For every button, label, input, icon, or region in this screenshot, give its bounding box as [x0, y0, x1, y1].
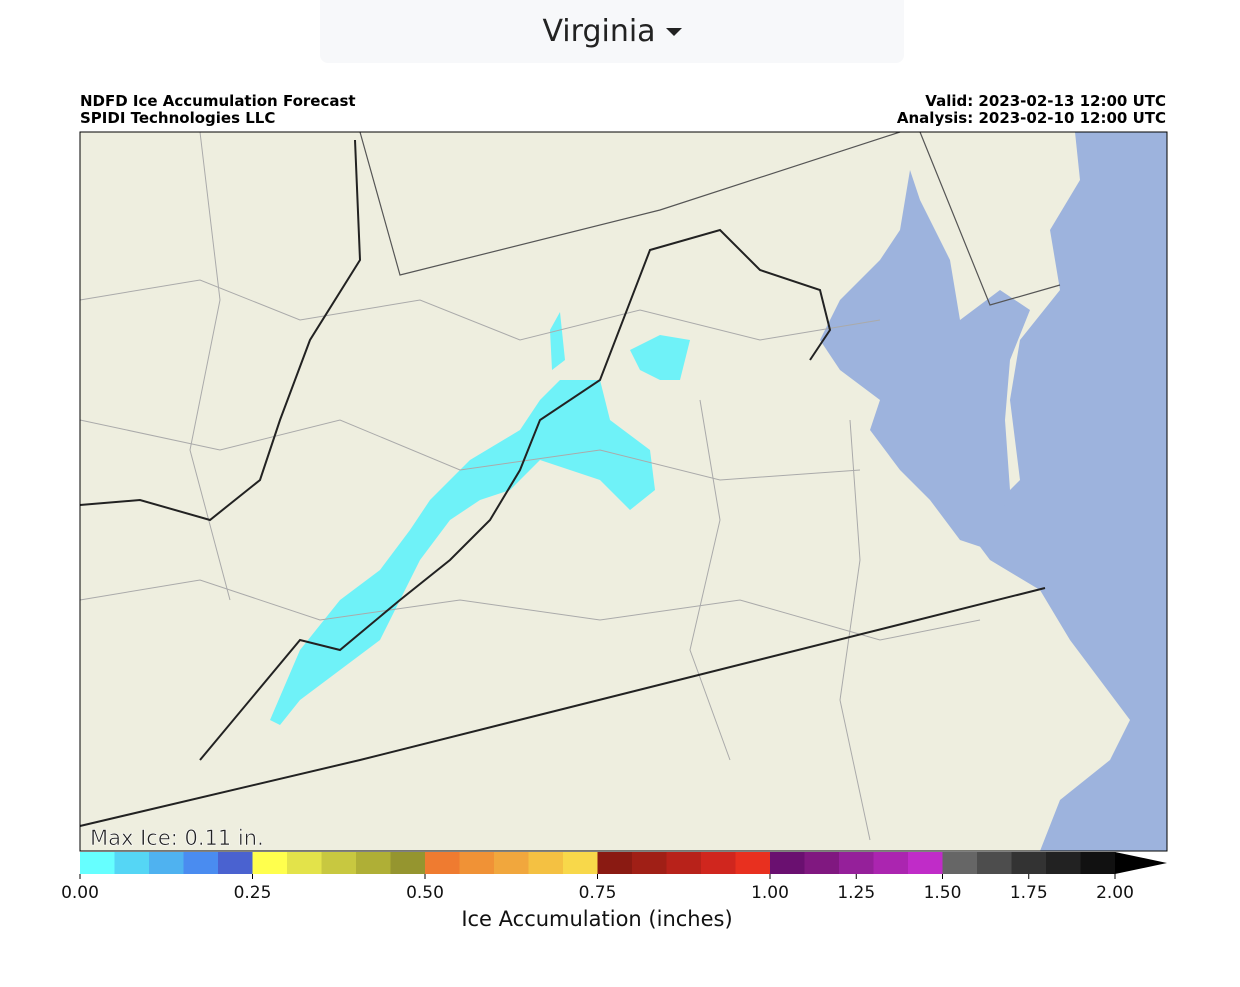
- colorbar-segment: [287, 852, 322, 874]
- colorbar-segment: [942, 852, 978, 874]
- county-line: [79, 279, 881, 341]
- colorbar-segment: [459, 852, 495, 874]
- map: Max Ice: 0.11 in.: [79, 131, 1168, 852]
- colorbar-segment: [1046, 852, 1081, 874]
- state-border: [919, 131, 1061, 306]
- tick-label: 0.50: [406, 883, 444, 903]
- colorbar-segment: [183, 852, 219, 874]
- colorbar-segment: [80, 852, 115, 874]
- colorbar-label: Ice Accumulation (inches): [461, 907, 732, 931]
- state-borders: [79, 131, 1061, 827]
- analysis-time: Analysis: 2023-02-10 12:00 UTC: [897, 109, 1166, 127]
- tick-label: 1.25: [837, 883, 875, 903]
- map-frame: [79, 131, 1168, 852]
- tick-label: 0.00: [61, 883, 99, 903]
- county-line: [839, 419, 871, 841]
- bay: [820, 170, 1030, 550]
- ice-patch: [630, 335, 690, 380]
- tick-label: 1.75: [1010, 883, 1048, 903]
- colorbar-segment: [735, 852, 771, 874]
- ice-patch: [550, 312, 565, 370]
- colorbar-segment: [218, 852, 253, 874]
- ocean: [950, 132, 1167, 851]
- map-title: NDFD Ice Accumulation Forecast: [80, 92, 356, 110]
- colorbar-segment: [425, 852, 460, 874]
- caret-icon: [665, 27, 682, 36]
- dropdown-label: Virginia: [542, 14, 656, 49]
- colorbar-segment: [149, 852, 184, 874]
- colorbar-extend: [1115, 852, 1167, 874]
- max-ice-label: Max Ice: 0.11 in.: [90, 826, 264, 850]
- colorbar-segment: [701, 852, 736, 874]
- tick-label: 1.50: [924, 883, 962, 903]
- region-dropdown[interactable]: Virginia: [320, 0, 904, 63]
- state-border: [359, 131, 901, 276]
- tick-label: 1.00: [751, 883, 789, 903]
- tick-label: 2.00: [1096, 883, 1134, 903]
- county-line: [689, 399, 731, 761]
- colorbar-segment: [356, 852, 391, 874]
- tick-label: 0.25: [234, 883, 272, 903]
- colorbar-segment: [873, 852, 909, 874]
- colorbar-segment: [977, 852, 1012, 874]
- colorbar-segment: [252, 852, 288, 874]
- county-line: [79, 419, 861, 481]
- state-border: [199, 228, 832, 761]
- colorbar-segment: [597, 852, 633, 874]
- colorbar-segment: [908, 852, 943, 874]
- ice-area: [270, 312, 690, 725]
- map-subtitle: SPIDI Technologies LLC: [80, 109, 275, 127]
- colorbar-segment: [632, 852, 667, 874]
- colorbar-segment: [770, 852, 805, 874]
- state-border: [79, 587, 1046, 827]
- county-line: [79, 579, 981, 641]
- colorbar-segment: [1011, 852, 1047, 874]
- colorbar-segment: [1080, 852, 1116, 874]
- county-line: [189, 131, 231, 601]
- tick-label: 0.75: [579, 883, 617, 903]
- colorbar-segment: [666, 852, 702, 874]
- colorbar: 0.00 0.25 0.50 0.75 1.00 1.25 1.50 1.75 2.00: [61, 852, 1167, 903]
- ice-patch: [270, 380, 655, 725]
- colorbar-segment: [390, 852, 426, 874]
- colorbar-segment: [804, 852, 840, 874]
- colorbar-segment: [528, 852, 564, 874]
- county-lines: [79, 131, 981, 841]
- colorbar-segment: [839, 852, 874, 874]
- colorbar-segment: [563, 852, 598, 874]
- state-border: [79, 139, 362, 522]
- colorbar-segment: [114, 852, 150, 874]
- valid-time: Valid: 2023-02-13 12:00 UTC: [925, 92, 1166, 110]
- colorbar-segment: [321, 852, 357, 874]
- colorbar-segment: [494, 852, 529, 874]
